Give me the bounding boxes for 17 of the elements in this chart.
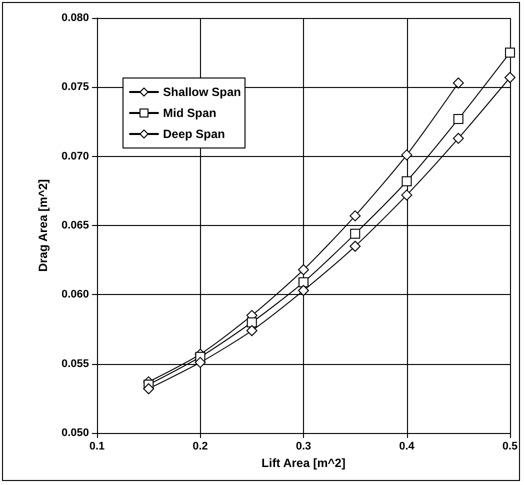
legend-label: Deep Span [163,127,226,141]
y-tick-label: 0.060 [61,288,89,301]
x-tick-label: 0.4 [399,440,416,452]
x-tick-label: 0.2 [192,440,208,452]
y-tick-label: 0.050 [61,427,89,439]
y-tick-label: 0.075 [61,81,89,94]
y-tick-label: 0.080 [61,12,89,24]
y-tick-label: 0.055 [61,358,89,370]
x-axis-title: Lift Area [m^2] [262,456,346,470]
y-tick-label: 0.065 [61,220,89,232]
x-tick-label: 0.5 [502,440,518,452]
y-tick-label: 0.070 [61,150,89,162]
legend-label: Shallow Span [163,85,242,99]
y-axis-title: Drag Area [m^2] [36,179,50,272]
legend-label: Mid Span [163,106,216,120]
x-tick-label: 0.1 [89,440,105,452]
x-tick-label: 0.3 [296,440,312,452]
